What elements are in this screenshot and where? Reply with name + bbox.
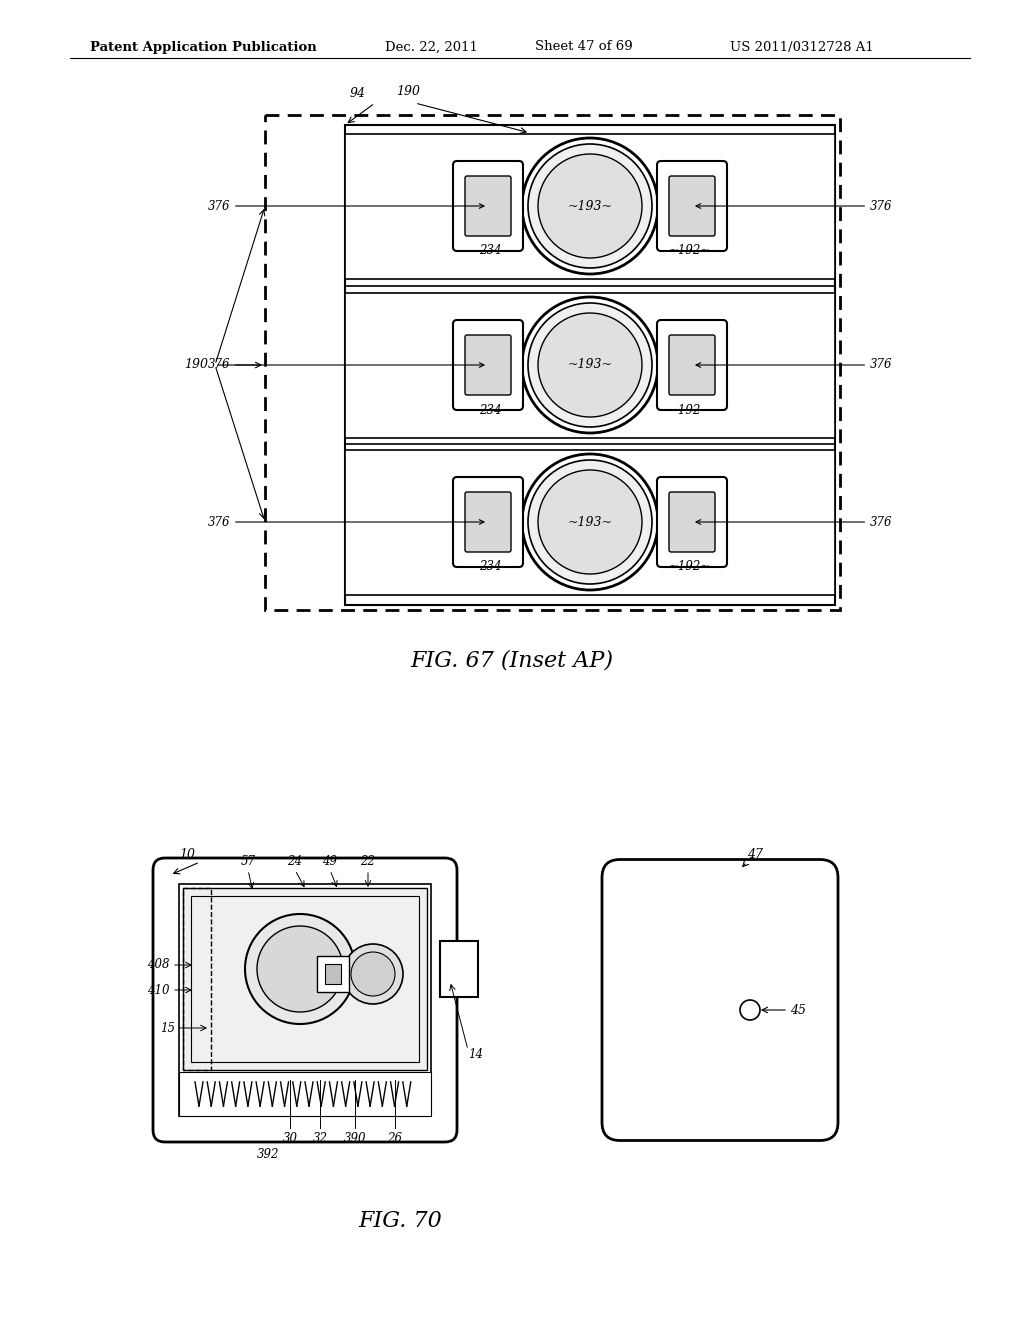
Text: ~193~: ~193~: [567, 359, 612, 371]
Text: 49: 49: [323, 855, 338, 869]
FancyBboxPatch shape: [465, 335, 511, 395]
Text: ~192~: ~192~: [669, 561, 711, 573]
Text: 10: 10: [179, 849, 195, 862]
Bar: [183, 888, 211, 1071]
Bar: [345, 450, 835, 594]
Text: 190: 190: [184, 359, 208, 371]
Circle shape: [522, 297, 658, 433]
Circle shape: [351, 952, 395, 997]
Text: 15: 15: [160, 1022, 175, 1035]
FancyBboxPatch shape: [153, 858, 457, 1142]
Bar: [317, 956, 349, 993]
Circle shape: [528, 304, 652, 426]
Circle shape: [245, 913, 355, 1024]
Text: ~193~: ~193~: [567, 516, 612, 528]
Text: 26: 26: [387, 1133, 402, 1144]
Text: 57: 57: [241, 855, 256, 869]
Text: Sheet 47 of 69: Sheet 47 of 69: [535, 41, 633, 54]
Bar: [183, 888, 427, 1071]
Circle shape: [538, 313, 642, 417]
FancyBboxPatch shape: [453, 477, 523, 568]
Bar: [179, 1072, 431, 1115]
Bar: [440, 941, 478, 997]
FancyBboxPatch shape: [465, 492, 511, 552]
FancyBboxPatch shape: [669, 335, 715, 395]
Bar: [191, 896, 419, 1063]
Text: 376: 376: [696, 199, 893, 213]
Bar: [325, 964, 341, 983]
Text: 376: 376: [696, 516, 893, 528]
Text: 234: 234: [479, 244, 502, 257]
Text: 47: 47: [746, 849, 763, 862]
Text: 408: 408: [147, 958, 170, 972]
Bar: [345, 133, 835, 279]
Text: 190: 190: [396, 84, 420, 98]
Text: US 2011/0312728 A1: US 2011/0312728 A1: [730, 41, 873, 54]
FancyBboxPatch shape: [465, 176, 511, 236]
Circle shape: [538, 470, 642, 574]
Text: FIG. 70: FIG. 70: [358, 1210, 442, 1232]
Text: 390: 390: [344, 1133, 367, 1144]
Circle shape: [522, 139, 658, 275]
FancyBboxPatch shape: [657, 319, 727, 411]
FancyBboxPatch shape: [669, 176, 715, 236]
Bar: [179, 884, 431, 1115]
Text: 14: 14: [468, 1048, 483, 1061]
FancyBboxPatch shape: [453, 319, 523, 411]
Text: 234: 234: [479, 561, 502, 573]
Text: 376: 376: [208, 199, 484, 213]
Text: 392: 392: [257, 1148, 280, 1162]
Bar: [265, 115, 840, 610]
Text: FIG. 67 (Inset AP): FIG. 67 (Inset AP): [411, 649, 613, 672]
FancyBboxPatch shape: [657, 477, 727, 568]
FancyBboxPatch shape: [602, 859, 838, 1140]
Text: ~193~: ~193~: [567, 199, 612, 213]
Text: 410: 410: [147, 983, 170, 997]
Circle shape: [522, 454, 658, 590]
FancyBboxPatch shape: [657, 161, 727, 251]
Text: ~192~: ~192~: [669, 404, 711, 417]
Circle shape: [528, 144, 652, 268]
FancyBboxPatch shape: [669, 492, 715, 552]
Circle shape: [740, 1001, 760, 1020]
Text: Dec. 22, 2011: Dec. 22, 2011: [385, 41, 478, 54]
Text: 234: 234: [479, 404, 502, 417]
Bar: [345, 125, 835, 605]
Circle shape: [528, 459, 652, 583]
Circle shape: [343, 944, 403, 1005]
Text: 22: 22: [360, 855, 376, 869]
Text: 45: 45: [790, 1003, 806, 1016]
Text: 376: 376: [208, 359, 484, 371]
Text: 376: 376: [696, 359, 893, 371]
Text: ~192~: ~192~: [669, 244, 711, 257]
Bar: [345, 293, 835, 437]
Circle shape: [257, 927, 343, 1012]
Text: 30: 30: [283, 1133, 298, 1144]
Text: Patent Application Publication: Patent Application Publication: [90, 41, 316, 54]
Text: 24: 24: [288, 855, 302, 869]
Text: 376: 376: [208, 516, 484, 528]
Circle shape: [538, 154, 642, 257]
Text: 32: 32: [312, 1133, 328, 1144]
FancyBboxPatch shape: [453, 161, 523, 251]
Text: 94: 94: [350, 87, 366, 100]
